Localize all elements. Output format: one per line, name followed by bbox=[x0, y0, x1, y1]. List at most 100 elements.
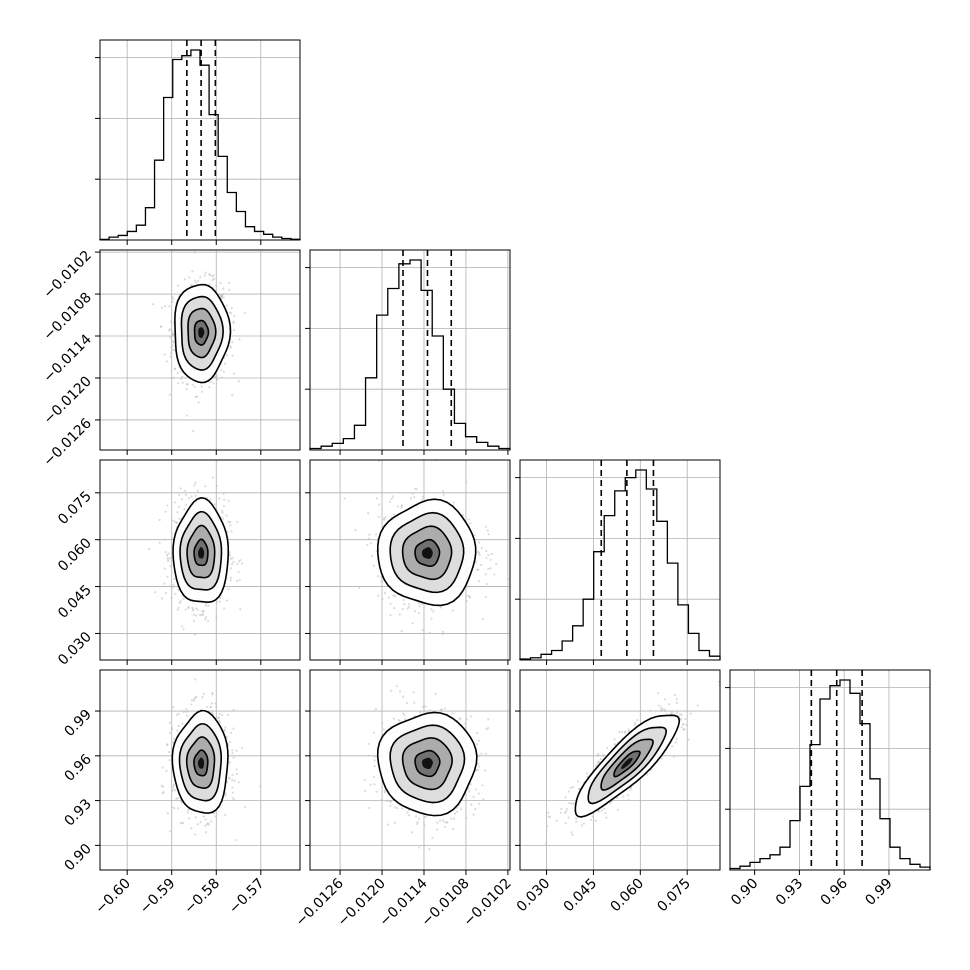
sample-point bbox=[233, 798, 236, 801]
sample-point bbox=[158, 518, 161, 522]
frame-2-1 bbox=[99, 249, 301, 451]
sample-point bbox=[370, 554, 374, 558]
sample-point bbox=[163, 353, 166, 356]
sample-point bbox=[171, 790, 174, 793]
sample-point bbox=[235, 768, 238, 771]
sample-point bbox=[172, 376, 175, 379]
sample-point bbox=[409, 497, 413, 500]
sample-point bbox=[192, 608, 195, 611]
histogram-step bbox=[519, 469, 721, 660]
sample-point bbox=[382, 728, 385, 731]
sample-point bbox=[476, 731, 479, 735]
sample-point bbox=[477, 739, 481, 742]
sample-point bbox=[380, 798, 383, 801]
sample-point bbox=[428, 709, 432, 712]
sample-point bbox=[441, 633, 444, 636]
sample-point bbox=[369, 783, 372, 786]
sample-point bbox=[485, 728, 488, 731]
sample-point bbox=[209, 380, 213, 384]
sample-point bbox=[184, 493, 188, 497]
sample-point bbox=[229, 579, 232, 582]
sample-point bbox=[200, 385, 203, 388]
sample-point bbox=[171, 741, 175, 744]
sample-point bbox=[167, 552, 170, 555]
sample-point bbox=[404, 718, 407, 721]
sample-point bbox=[472, 795, 475, 799]
sample-point bbox=[169, 336, 172, 339]
sample-point bbox=[660, 706, 663, 709]
sample-point bbox=[154, 591, 157, 594]
sample-point bbox=[212, 382, 215, 385]
sample-point bbox=[179, 487, 182, 490]
contour-line-1 bbox=[171, 709, 229, 814]
sample-point bbox=[231, 354, 234, 357]
sample-point bbox=[238, 578, 241, 582]
sample-point bbox=[194, 678, 197, 681]
frame-4-2 bbox=[309, 669, 511, 871]
sample-point bbox=[171, 348, 175, 352]
sample-point bbox=[173, 577, 176, 580]
sample-point bbox=[484, 752, 487, 755]
sample-point bbox=[219, 293, 222, 296]
sample-point bbox=[343, 497, 346, 500]
sample-point bbox=[567, 816, 570, 819]
sample-point bbox=[490, 552, 493, 556]
sample-point bbox=[192, 429, 195, 433]
sample-point bbox=[183, 508, 186, 511]
frame-3-1 bbox=[99, 459, 301, 661]
sample-point bbox=[169, 564, 172, 568]
sample-point bbox=[474, 807, 477, 811]
contour-line-1 bbox=[172, 496, 230, 603]
sample-point bbox=[389, 500, 392, 503]
sample-point bbox=[193, 279, 197, 282]
sample-point bbox=[168, 393, 171, 396]
sample-point bbox=[179, 822, 182, 825]
sample-point bbox=[163, 538, 167, 541]
sample-point bbox=[165, 769, 168, 773]
sample-point bbox=[185, 414, 189, 417]
sample-point bbox=[231, 749, 234, 752]
sample-point bbox=[424, 705, 427, 708]
sample-point bbox=[233, 779, 236, 782]
sample-point bbox=[166, 556, 169, 559]
sample-point bbox=[176, 608, 179, 611]
sample-point bbox=[169, 830, 172, 833]
sample-point bbox=[417, 817, 421, 820]
sample-point bbox=[367, 512, 370, 515]
sample-point bbox=[392, 594, 395, 597]
sample-point bbox=[363, 779, 366, 782]
sample-point bbox=[232, 321, 235, 325]
sample-point bbox=[168, 305, 171, 308]
sample-point bbox=[478, 580, 481, 583]
sample-point bbox=[459, 808, 463, 811]
sample-point bbox=[465, 481, 468, 484]
sample-point bbox=[230, 530, 233, 533]
sample-point bbox=[393, 607, 396, 610]
sample-point bbox=[372, 731, 375, 734]
sample-point bbox=[165, 553, 169, 557]
sample-point bbox=[185, 710, 188, 714]
sample-point bbox=[168, 721, 171, 724]
sample-point bbox=[670, 711, 674, 714]
sample-point bbox=[430, 617, 433, 620]
sample-point bbox=[406, 811, 409, 814]
sample-point bbox=[459, 718, 462, 721]
sample-point bbox=[219, 597, 222, 600]
sample-point bbox=[235, 749, 238, 752]
sample-point bbox=[177, 493, 181, 497]
sample-point bbox=[493, 573, 496, 576]
sample-point bbox=[181, 381, 184, 384]
sample-point bbox=[484, 525, 487, 528]
sample-point bbox=[236, 562, 239, 566]
sample-point bbox=[215, 284, 218, 287]
sample-point bbox=[480, 752, 483, 755]
sample-point bbox=[452, 501, 455, 504]
sample-point bbox=[478, 553, 481, 556]
sample-point bbox=[187, 497, 190, 500]
sample-point bbox=[568, 801, 571, 805]
sample-point bbox=[202, 692, 205, 695]
sample-point bbox=[225, 304, 228, 307]
sample-point bbox=[418, 846, 421, 849]
sample-point bbox=[232, 372, 236, 375]
sample-point bbox=[164, 550, 167, 554]
